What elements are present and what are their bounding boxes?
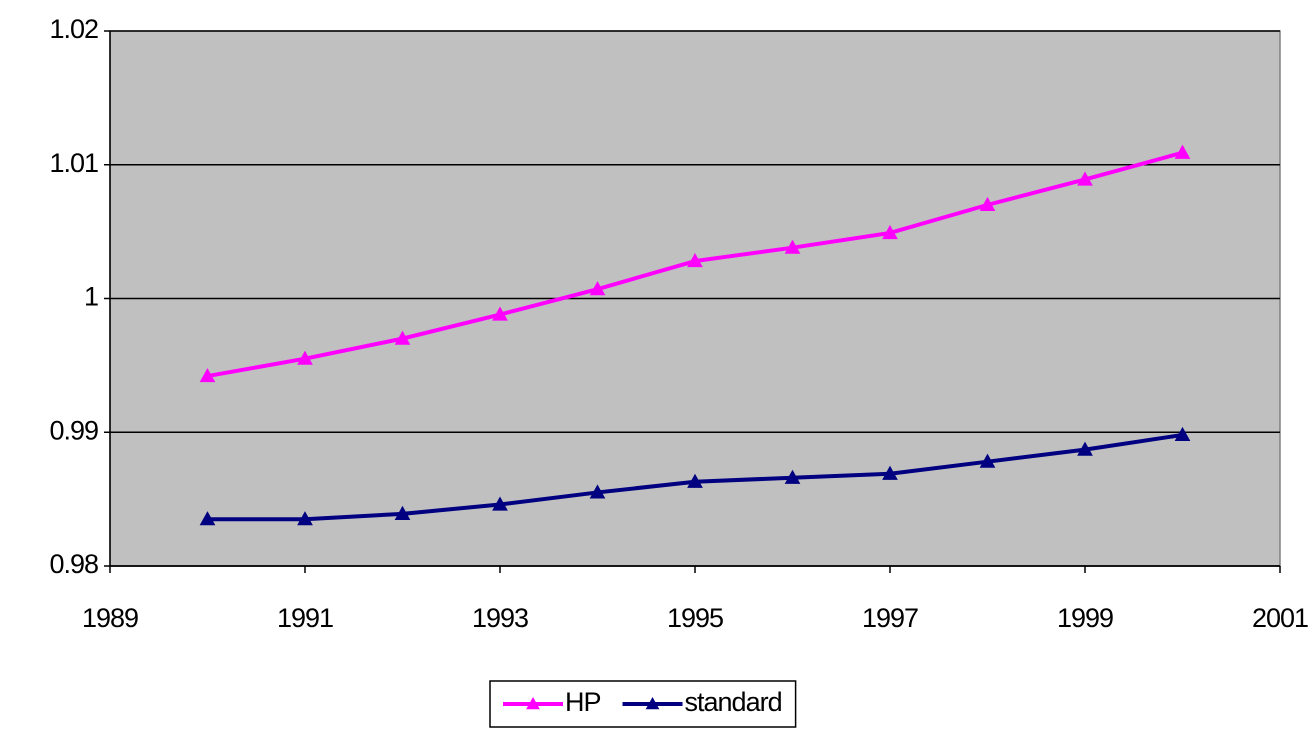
marker [589, 281, 606, 296]
marker [1174, 144, 1191, 159]
marker [979, 196, 996, 211]
legend-marker [526, 696, 540, 710]
x-tick-label: 1995 [667, 603, 723, 633]
x-tick-label: 2001 [1252, 603, 1308, 633]
legend-marker [645, 696, 660, 710]
marker [882, 465, 898, 480]
marker [492, 496, 508, 511]
legend-label: HP [565, 687, 601, 717]
legend: HP standard [489, 680, 797, 728]
y-tick-label: 1 [84, 282, 98, 312]
y-tick-label: 0.98 [49, 549, 98, 579]
marker [199, 511, 216, 526]
x-tick-label: 1997 [862, 603, 918, 633]
marker [589, 484, 606, 499]
marker [492, 306, 508, 321]
marker [1077, 441, 1093, 456]
marker [297, 350, 313, 365]
marker [1174, 426, 1191, 442]
y-tick-label: 1.01 [49, 148, 98, 178]
marker [784, 469, 801, 484]
x-tick-label: 1999 [1057, 603, 1113, 633]
x-tick-label: 1991 [277, 603, 333, 633]
x-tick-label: 1989 [82, 603, 138, 633]
marker [394, 505, 411, 520]
marker [784, 239, 801, 254]
marker [297, 511, 313, 526]
marker [394, 330, 411, 345]
legend-label: standard [685, 687, 782, 717]
y-tick-label: 1.02 [49, 14, 98, 44]
marker [979, 453, 996, 468]
marker [1077, 171, 1093, 186]
marker [199, 368, 216, 383]
marker [882, 224, 898, 240]
y-tick-label: 0.99 [49, 415, 98, 445]
x-tick-label: 1993 [472, 603, 528, 633]
marker [687, 253, 703, 268]
marker [687, 473, 703, 488]
